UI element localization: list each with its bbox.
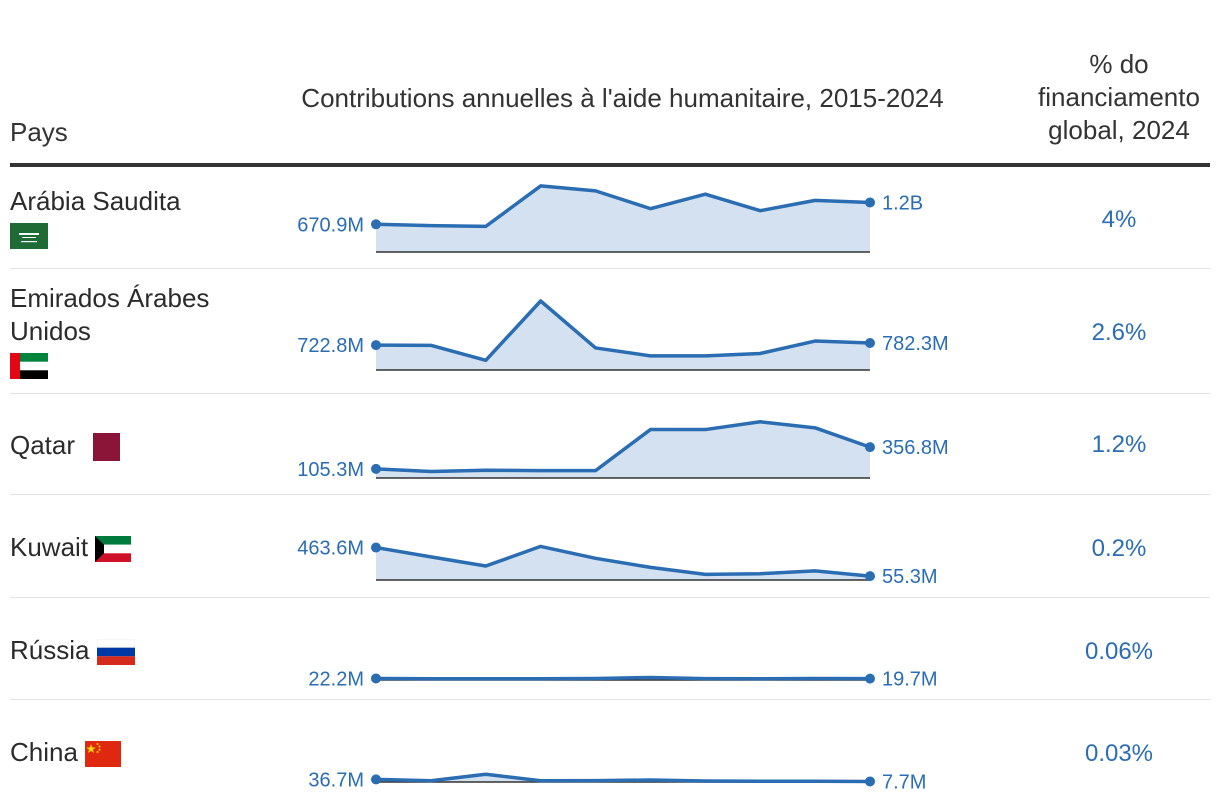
russia-flag-icon: [96, 639, 135, 666]
start-value-label: 722.8M: [297, 335, 364, 357]
table-row: Kuwait 463.6M 55.3M 0.2%: [0, 495, 1220, 598]
global-share-value: 4%: [1101, 206, 1137, 233]
column-header-country: Pays: [10, 117, 68, 147]
end-point: [865, 673, 875, 684]
table-row: Emirados Árabes Unidos 722.8M 782.3M 2.6%: [0, 269, 1220, 394]
row-divider: [10, 393, 1210, 394]
sparkline-area: [376, 301, 870, 370]
country-cell: China: [10, 736, 122, 769]
sparkline-line: [375, 772, 871, 784]
global-share-value: 1.2%: [1091, 431, 1147, 458]
start-value-label: 105.3M: [297, 459, 364, 481]
start-point: [371, 340, 381, 351]
country-name: Kuwait: [10, 532, 89, 562]
end-value-label: 19.7M: [882, 669, 938, 691]
country-name: Arábia Saudita: [10, 186, 181, 216]
sparkline-chart: 670.9M 1.2B: [297, 184, 923, 253]
end-point: [865, 338, 875, 349]
kuwait-flag-icon: [95, 536, 132, 563]
row-divider: [10, 699, 1210, 700]
sparkline-chart: 22.2M 19.7M: [308, 668, 938, 691]
global-share-value: 0.03%: [1084, 740, 1154, 767]
end-value-label: 356.8M: [882, 437, 949, 459]
sparkline-line: [375, 299, 871, 363]
uae-flag-icon: [10, 353, 48, 380]
end-point: [865, 571, 875, 582]
end-point: [865, 442, 875, 453]
china-flag-icon: [85, 741, 122, 768]
end-point: [865, 776, 875, 787]
global-share-value: 0.06%: [1084, 638, 1154, 665]
header-rule: [10, 163, 1210, 167]
sparkline-area: [376, 421, 870, 478]
start-point: [371, 219, 381, 230]
start-point: [371, 542, 381, 553]
sparkline-chart: 36.7M 7.7M: [308, 769, 926, 793]
country-cell: Emirados Árabes Unidos: [10, 282, 220, 381]
saudi-arabia-flag-icon: [10, 223, 48, 250]
sparkline-line: [375, 420, 871, 474]
sparkline-chart: 105.3M 356.8M: [297, 420, 949, 481]
sparkline-chart: 463.6M 55.3M: [297, 538, 938, 589]
row-divider: [10, 268, 1210, 269]
country-name: Qatar: [10, 430, 76, 460]
table-row: Rússia 22.2M 19.7M 0.06%: [0, 598, 1220, 700]
table-row: Arábia Saudita 670.9M 1.2B 4%: [0, 170, 1220, 270]
country-cell: Rússia: [10, 634, 135, 667]
end-value-label: 55.3M: [882, 566, 938, 588]
start-value-label: 463.6M: [297, 538, 364, 560]
start-value-label: 36.7M: [308, 769, 364, 791]
country-cell: Kuwait: [10, 531, 132, 564]
sparkline-line: [375, 544, 871, 578]
global-share-value: 0.2%: [1091, 535, 1147, 562]
start-point: [371, 463, 381, 474]
start-value-label: 670.9M: [297, 214, 364, 236]
sparkline-line: [375, 675, 871, 681]
country-name: Emirados Árabes Unidos: [10, 283, 210, 346]
start-point: [371, 774, 381, 785]
sparkline-area: [376, 185, 870, 252]
sparkline-line: [375, 184, 871, 229]
table-row: China 36.7M 7.7M 0.03%: [0, 700, 1220, 810]
row-divider: [10, 494, 1210, 495]
country-cell: Qatar: [10, 429, 121, 462]
start-point: [371, 673, 381, 684]
sparkline-chart: 722.8M 782.3M: [297, 299, 949, 371]
end-value-label: 7.7M: [882, 771, 926, 793]
qatar-flag-icon: [82, 433, 121, 462]
column-header-contributions: Contributions annuelles à l'aide humanit…: [301, 83, 944, 113]
end-value-label: 782.3M: [882, 333, 949, 355]
end-point: [865, 197, 875, 208]
table-row: Qatar 105.3M 356.8M 1.2%: [0, 393, 1220, 495]
row-divider: [10, 597, 1210, 598]
column-header-global-share: % do financiamento global, 2024: [1038, 49, 1200, 145]
global-share-value: 2.6%: [1091, 319, 1147, 346]
country-name: Rússia: [10, 635, 90, 665]
end-value-label: 1.2B: [882, 192, 923, 214]
country-cell: Arábia Saudita: [10, 185, 181, 251]
start-value-label: 22.2M: [308, 668, 364, 690]
country-name: China: [10, 737, 78, 767]
